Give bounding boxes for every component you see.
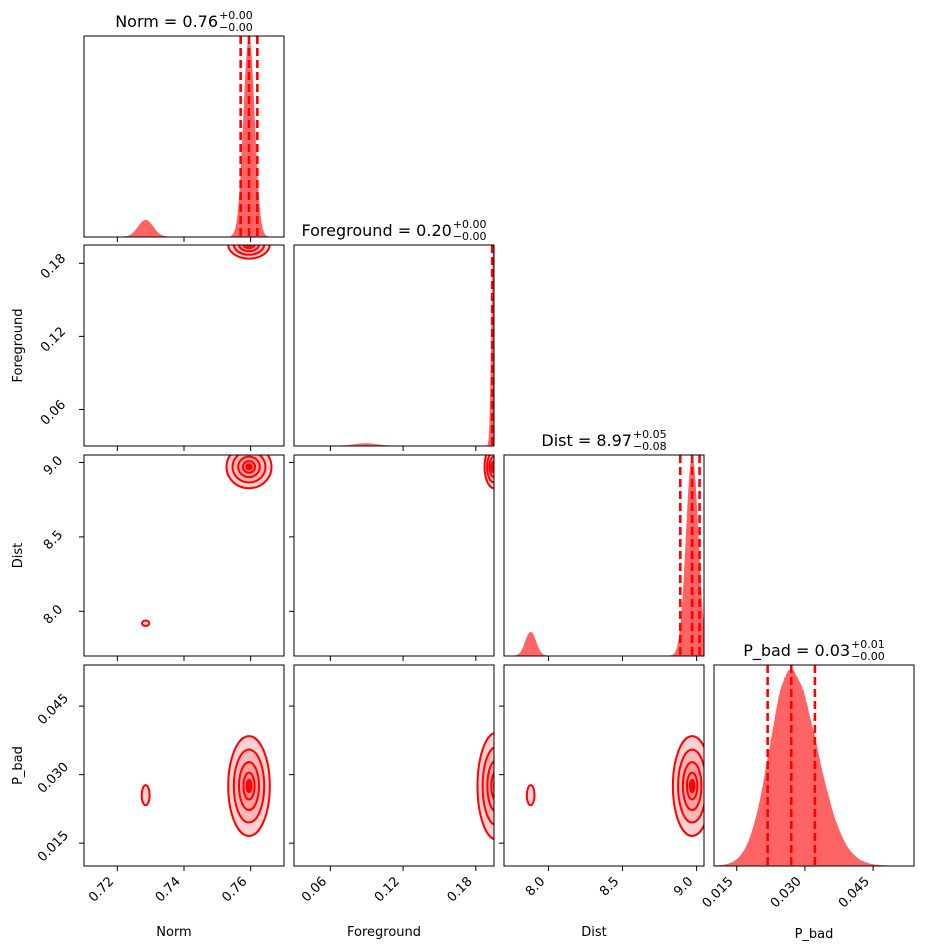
x-tick-label-P_bad-1: 0.030 xyxy=(768,874,805,911)
y-tick-label-P_bad-1: 0.030 xyxy=(35,760,72,797)
contour-level-1-0-4 xyxy=(245,463,253,471)
title-Norm: Norm = 0.76 +0.00−0.00 xyxy=(115,9,253,34)
panel-frame-3-1 xyxy=(293,664,495,867)
y-axis-label-P_bad: P_bad xyxy=(11,746,26,785)
x-tick-label-Foreground-2: 0.18 xyxy=(445,874,476,905)
contour-P_bad-vs-Dist xyxy=(525,735,704,837)
y-tick-label-Dist-0: 8.0 xyxy=(41,602,66,627)
contour-level-5-0-0 xyxy=(671,735,704,837)
x-tick-label-Norm-1: 0.74 xyxy=(153,874,184,905)
panel-frame-3-2 xyxy=(503,664,705,867)
contour-P_bad-vs-Norm xyxy=(140,735,271,837)
y-tick-label-P_bad-0: 0.015 xyxy=(35,828,72,865)
x-tick-label-Foreground-1: 0.12 xyxy=(372,874,403,905)
contour-level-4-0-4 xyxy=(493,780,494,792)
title-Foreground: Foreground = 0.20 +0.00−0.00 xyxy=(302,218,487,243)
y-axis-label-Dist: Dist xyxy=(11,543,26,569)
contour-level-4-0-2 xyxy=(486,760,494,813)
contour-level-0-0-4 xyxy=(245,245,253,248)
x-tick-label-Dist-0: 8.0 xyxy=(523,874,548,899)
title-sub-P_bad: −0.00 xyxy=(851,650,885,663)
title-main-Norm: Norm = 0.76 xyxy=(115,12,218,31)
title-main-Dist: Dist = 8.97 xyxy=(541,431,632,450)
panel-frame-3-3 xyxy=(713,664,915,867)
contour-level-4-0-3 xyxy=(490,771,494,801)
marginal-Dist xyxy=(504,455,704,656)
title-sub-Norm: −0.00 xyxy=(219,21,253,34)
title-main-Foreground: Foreground = 0.20 xyxy=(302,221,452,240)
title-sup-Dist: +0.05 xyxy=(633,428,667,441)
y-tick-label-Foreground-2: 0.18 xyxy=(38,251,69,282)
marginal-Norm xyxy=(84,36,284,237)
contour-Dist-vs-Norm xyxy=(141,455,273,627)
contour-level-1-1-0 xyxy=(141,619,151,627)
y-tick-label-P_bad-2: 0.045 xyxy=(35,691,72,728)
title-sub-Foreground: −0.00 xyxy=(453,230,487,243)
x-tick-label-Norm-0: 0.72 xyxy=(86,874,117,905)
x-axis-label-Norm: Norm xyxy=(156,925,191,940)
marginal-histogram-Norm xyxy=(84,38,284,237)
contour-level-1-0-0 xyxy=(225,455,273,490)
contour-P_bad-vs-Foreground xyxy=(476,732,494,841)
panel-frame-2-1 xyxy=(293,454,495,657)
marginal-P_bad xyxy=(714,665,914,866)
title-sub-Dist: −0.08 xyxy=(633,440,667,453)
panel-frame-1-1 xyxy=(293,244,495,447)
contour-level-0-0-1 xyxy=(232,245,266,256)
contour-level-4-0-0 xyxy=(476,732,494,841)
x-tick-label-Dist-1: 8.5 xyxy=(597,874,622,899)
title-P_bad: P_bad = 0.03 +0.01−0.00 xyxy=(743,638,885,663)
contour-level-3-1-0 xyxy=(140,784,151,807)
y-tick-label-Dist-2: 9.0 xyxy=(41,453,66,478)
panel-frame-2-2 xyxy=(503,454,705,657)
x-axis-label-Foreground: Foreground xyxy=(347,925,421,940)
x-tick-label-Dist-2: 9.0 xyxy=(671,874,696,899)
x-axis-label-P_bad: P_bad xyxy=(795,927,834,942)
title-sup-Foreground: +0.00 xyxy=(453,218,487,231)
marginal-histogram-Foreground xyxy=(294,248,494,446)
y-tick-label-Foreground-1: 0.12 xyxy=(38,324,69,355)
panel-frame-1-0 xyxy=(83,244,285,447)
contour-Foreground-vs-Norm xyxy=(227,245,271,260)
y-axis-label-Foreground: Foreground xyxy=(11,308,26,382)
x-tick-label-P_bad-2: 0.045 xyxy=(836,874,873,911)
y-tick-label-Foreground-0: 0.06 xyxy=(38,397,69,428)
x-axis-label-Dist: Dist xyxy=(581,925,607,940)
title-Dist: Dist = 8.97 +0.05−0.08 xyxy=(541,428,666,453)
title-main-P_bad: P_bad = 0.03 xyxy=(743,641,850,661)
title-sup-Norm: +0.00 xyxy=(219,9,253,22)
marginal-histogram-Dist xyxy=(504,458,704,656)
contour-level-5-1-0 xyxy=(525,784,536,807)
x-tick-label-Norm-2: 0.76 xyxy=(219,874,250,905)
contour-level-5-0-4 xyxy=(688,778,696,794)
marginal-Foreground xyxy=(294,245,494,446)
x-tick-label-Foreground-0: 0.06 xyxy=(299,874,330,905)
x-tick-label-P_bad-0: 0.015 xyxy=(700,874,737,911)
y-tick-label-Dist-1: 8.5 xyxy=(41,528,66,553)
title-sup-P_bad: +0.01 xyxy=(851,638,885,651)
contour-level-3-0-4 xyxy=(245,778,253,794)
